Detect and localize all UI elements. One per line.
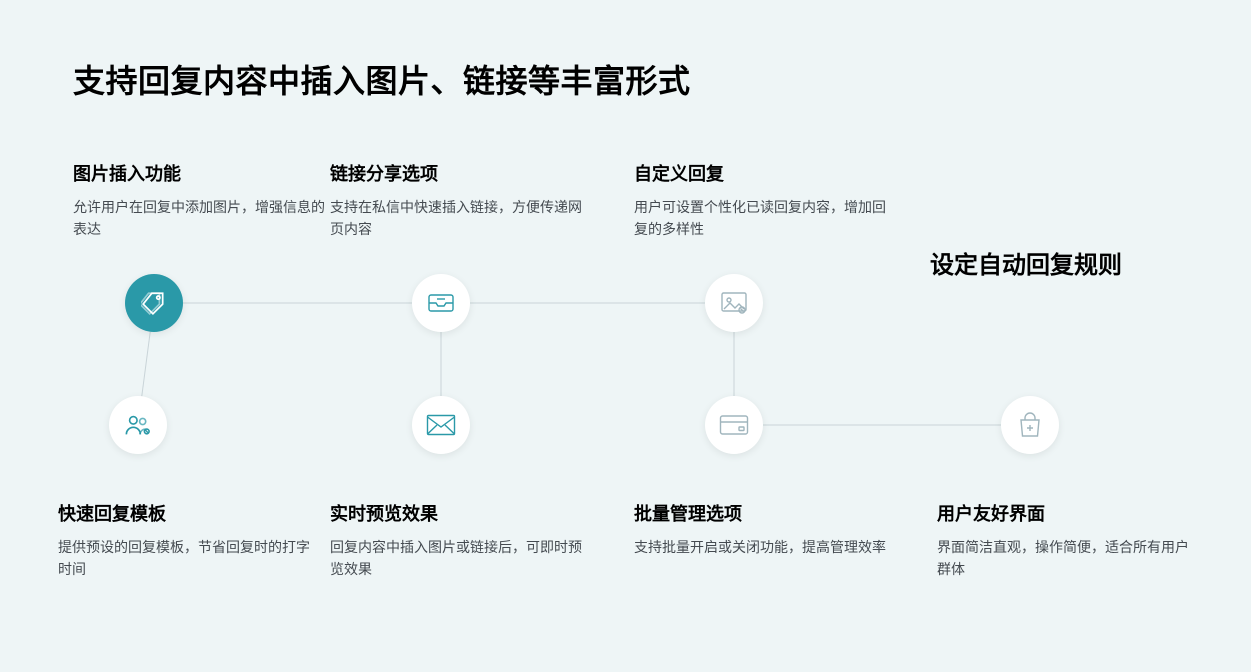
node-users <box>109 396 167 454</box>
feature-desc: 支持在私信中快速插入链接，方便传递网页内容 <box>330 196 590 241</box>
feature-desc: 允许用户在回复中添加图片，增强信息的表达 <box>73 196 333 241</box>
feature-title: 实时预览效果 <box>330 500 590 526</box>
feature-link-share: 链接分享选项 支持在私信中快速插入链接，方便传递网页内容 <box>330 160 590 241</box>
tag-icon <box>141 290 167 316</box>
feature-live-preview: 实时预览效果 回复内容中插入图片或链接后，可即时预览效果 <box>330 500 590 581</box>
node-card <box>705 396 763 454</box>
card-icon <box>719 414 749 436</box>
feature-friendly-ui: 用户友好界面 界面简洁直观，操作简便，适合所有用户群体 <box>937 500 1197 581</box>
feature-desc: 提供预设的回复模板，节省回复时的打字时间 <box>58 536 318 581</box>
bag-icon <box>1017 411 1043 439</box>
feature-title: 快速回复模板 <box>58 500 318 526</box>
feature-quick-template: 快速回复模板 提供预设的回复模板，节省回复时的打字时间 <box>58 500 318 581</box>
feature-image-insert: 图片插入功能 允许用户在回复中添加图片，增强信息的表达 <box>73 160 333 241</box>
node-bag <box>1001 396 1059 454</box>
inbox-icon <box>427 291 455 315</box>
node-mail <box>412 396 470 454</box>
feature-desc: 用户可设置个性化已读回复内容，增加回复的多样性 <box>634 196 894 241</box>
feature-desc: 回复内容中插入图片或链接后，可即时预览效果 <box>330 536 590 581</box>
users-icon <box>124 411 152 439</box>
image-icon <box>720 291 748 315</box>
node-inbox <box>412 274 470 332</box>
feature-desc: 支持批量开启或关闭功能，提高管理效率 <box>634 536 894 558</box>
node-tag <box>125 274 183 332</box>
feature-desc: 界面简洁直观，操作简便，适合所有用户群体 <box>937 536 1197 581</box>
node-image <box>705 274 763 332</box>
page-title: 支持回复内容中插入图片、链接等丰富形式 <box>73 56 691 102</box>
feature-title: 图片插入功能 <box>73 160 333 186</box>
feature-title: 用户友好界面 <box>937 500 1197 526</box>
feature-title: 批量管理选项 <box>634 500 894 526</box>
feature-title: 自定义回复 <box>634 160 894 186</box>
side-title: 设定自动回复规则 <box>930 245 1122 280</box>
feature-batch-manage: 批量管理选项 支持批量开启或关闭功能，提高管理效率 <box>634 500 894 558</box>
mail-icon <box>426 414 456 436</box>
feature-custom-reply: 自定义回复 用户可设置个性化已读回复内容，增加回复的多样性 <box>634 160 894 241</box>
feature-title: 链接分享选项 <box>330 160 590 186</box>
